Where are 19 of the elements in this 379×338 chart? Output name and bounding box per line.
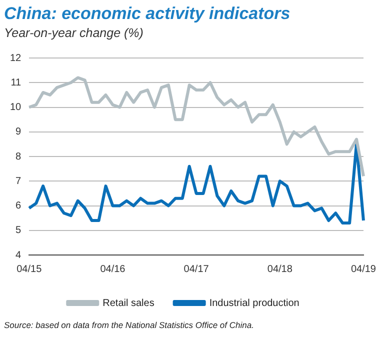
y-tick-label: 6 (16, 200, 22, 212)
y-tick-label: 4 (16, 250, 22, 261)
y-tick-label: 5 (16, 225, 22, 236)
chart-title: China: economic activity indicators (4, 4, 290, 24)
x-tick-label: 04/19 (350, 264, 376, 275)
x-tick-label: 04/18 (267, 264, 293, 275)
legend-label: Retail sales (102, 298, 154, 309)
y-tick-label: 7 (16, 176, 22, 187)
y-tick-label: 9 (16, 126, 22, 138)
x-tick-label: 04/15 (16, 264, 42, 275)
x-tick-label: 04/17 (184, 264, 210, 275)
source-note: Source: based on data from the National Statistics Office of China. (4, 320, 254, 330)
x-tick-label: 04/16 (100, 264, 126, 275)
y-tick-label: 11 (10, 77, 22, 88)
y-tick-label: 12 (10, 52, 22, 64)
y-tick-label: 8 (16, 151, 22, 162)
legend-label: Industrial production (209, 298, 300, 309)
chart-subtitle: Year-on-year change (%) (4, 26, 144, 40)
y-tick-label: 10 (10, 102, 22, 113)
